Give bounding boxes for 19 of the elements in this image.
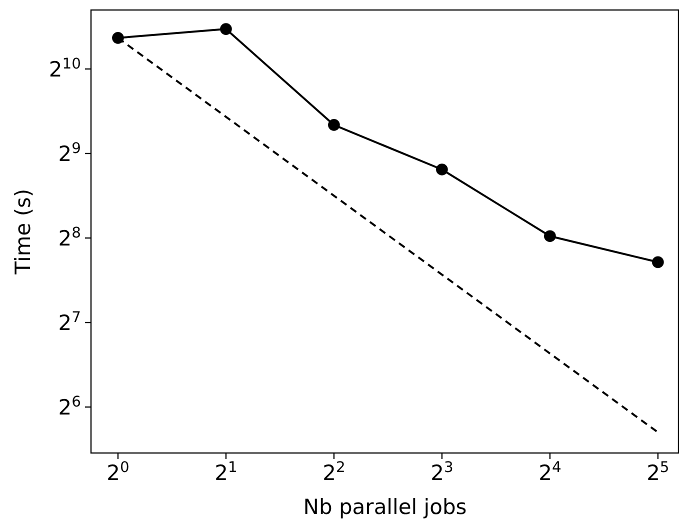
x-tick-label: 2$^{3}$: [430, 458, 454, 485]
y-tick-label: 2$^{7}$: [58, 308, 81, 335]
point: [652, 256, 664, 268]
point: [328, 119, 340, 131]
x-tick-label: 2$^{2}$: [322, 458, 346, 485]
x-tick-label: 2$^{5}$: [646, 458, 670, 485]
point: [220, 23, 232, 35]
y-axis-title: Time (s): [11, 188, 35, 276]
point: [544, 230, 556, 242]
y-tick-label: 2$^{10}$: [48, 54, 81, 82]
point: [112, 32, 124, 44]
y-tick-label: 2$^{8}$: [58, 224, 81, 250]
y-tick-label: 2$^{9}$: [58, 139, 81, 166]
x-axis-title: Nb parallel jobs: [303, 495, 467, 519]
x-tick-label: 2$^{1}$: [214, 458, 238, 485]
x-tick-label: 2$^{0}$: [106, 458, 130, 485]
point: [436, 164, 448, 176]
x-tick-label: 2$^{4}$: [538, 458, 562, 485]
y-tick-label: 2$^{6}$: [58, 392, 81, 420]
